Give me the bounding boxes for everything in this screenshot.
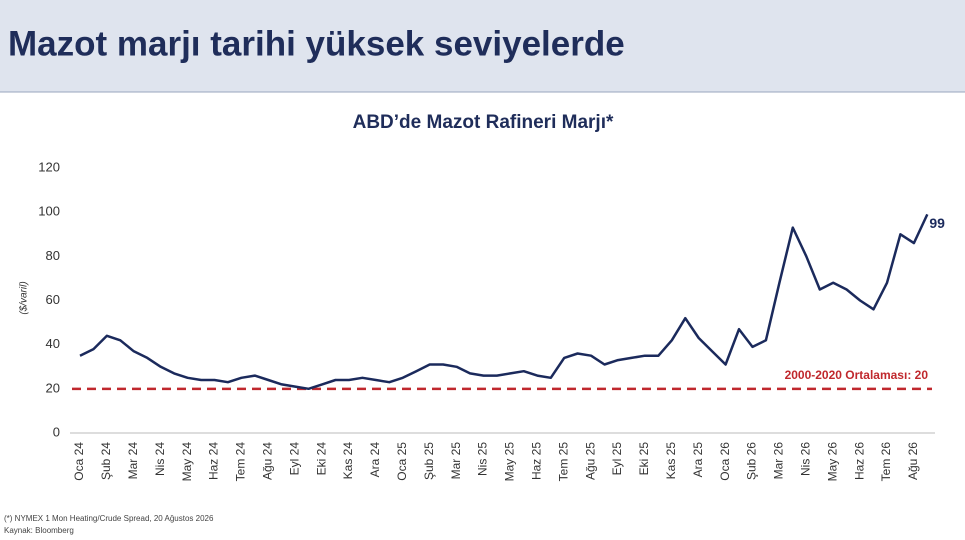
y-axis-label: ($/varil) (19, 281, 30, 314)
x-tick-label: Kas 24 (341, 442, 355, 480)
x-tick-label: Eki 25 (637, 442, 651, 476)
y-tick-label: 60 (46, 292, 60, 307)
y-tick-label: 80 (46, 248, 60, 263)
x-tick-label: May 25 (503, 442, 517, 482)
x-tick-label: Oca 24 (72, 442, 86, 481)
series-line (79, 213, 929, 391)
x-tick-label: Şub 24 (99, 442, 113, 480)
x-tick-label: Nis 26 (798, 442, 812, 476)
footnote: (*) NYMEX 1 Mon Heating/Crude Spread, 20… (4, 514, 214, 523)
x-tick-label: Oca 26 (718, 442, 732, 481)
x-tick-label: Mar 26 (772, 442, 786, 480)
end-value-label: 99 (929, 215, 945, 231)
x-tick-label: Şub 25 (422, 442, 436, 480)
x-tick-label: Tem 26 (879, 442, 893, 482)
x-tick-label: Haz 25 (529, 442, 543, 480)
x-tick-label: Oca 25 (395, 442, 409, 481)
x-tick-label: Eki 24 (314, 442, 328, 476)
x-tick-label: Mar 24 (126, 442, 140, 480)
slide-title: Mazot marjı tarihi yüksek seviyelerde (8, 24, 625, 63)
x-tick-label: Ağu 24 (260, 442, 274, 480)
x-tick-label: Haz 24 (207, 442, 221, 480)
x-tick-label: Ağu 26 (906, 442, 920, 480)
x-tick-label: Tem 24 (234, 442, 248, 482)
reference-label: 2000-2020 Ortalaması: 20 (785, 368, 929, 382)
x-tick-label: Eyl 25 (610, 442, 624, 476)
y-tick-label: 0 (53, 424, 60, 439)
y-tick-label: 100 (38, 204, 60, 219)
x-tick-label: May 26 (825, 442, 839, 482)
header-band (0, 0, 965, 92)
x-tick-label: Haz 26 (852, 442, 866, 480)
x-tick-label: Tem 25 (556, 442, 570, 482)
x-tick-label: Kas 25 (664, 442, 678, 480)
y-tick-label: 20 (46, 380, 60, 395)
x-tick-label: May 24 (180, 442, 194, 482)
chart-title: ABD’de Mazot Rafineri Marjı* (353, 112, 614, 133)
x-tick-label: Nis 25 (476, 442, 490, 476)
y-tick-label: 40 (46, 336, 60, 351)
x-tick-label: Ağu 25 (583, 442, 597, 480)
x-tick-label: Nis 24 (153, 442, 167, 476)
y-tick-label: 120 (38, 159, 60, 174)
footnote: Kaynak: Bloomberg (4, 526, 74, 535)
x-tick-label: Ara 24 (368, 442, 382, 478)
x-tick-label: Eyl 24 (287, 442, 301, 476)
x-tick-label: Mar 25 (449, 442, 463, 480)
x-tick-label: Ara 25 (691, 442, 705, 478)
x-tick-label: Şub 26 (745, 442, 759, 480)
